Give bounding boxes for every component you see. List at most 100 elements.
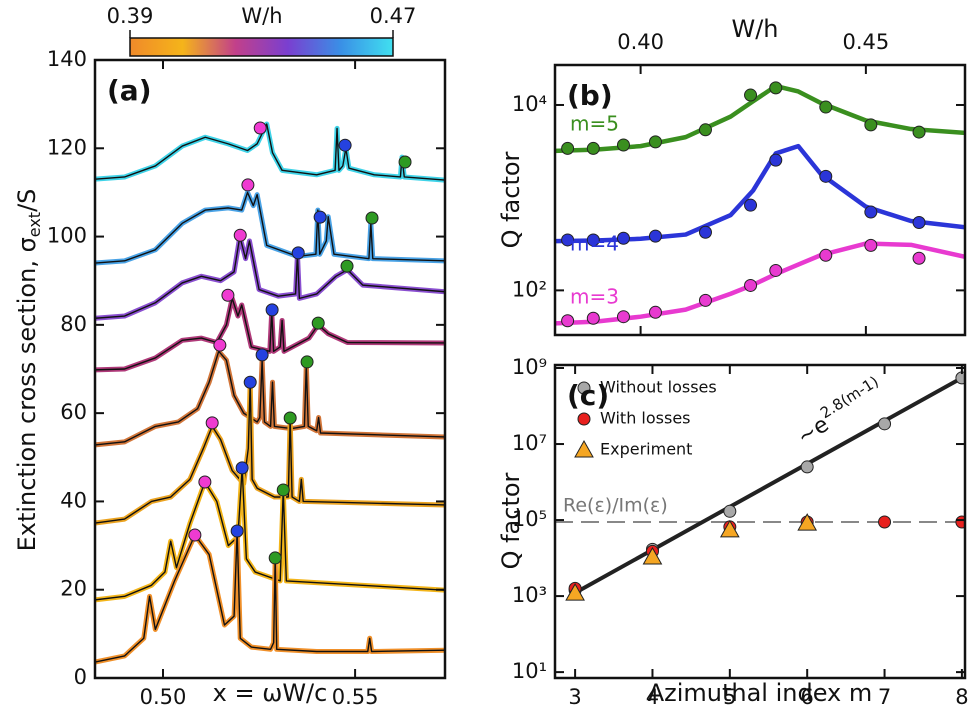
legend-label: With losses <box>600 409 691 428</box>
y-tick-label: 10² <box>512 277 547 301</box>
x-tick-label: 6 <box>801 685 814 706</box>
y-tick-label: 140 <box>47 47 87 71</box>
colorbar-tick-label: 0.47 <box>370 4 417 28</box>
marker <box>878 417 892 431</box>
spectra <box>95 121 445 665</box>
marker <box>698 293 712 307</box>
spectrum-fit <box>95 191 445 264</box>
marker <box>819 169 833 183</box>
x-tick-label: 0.45 <box>842 30 889 54</box>
marker <box>698 123 712 137</box>
y-tick-label: 0 <box>74 665 87 689</box>
plot-c <box>555 371 965 601</box>
x-tick-label: 3 <box>568 685 581 706</box>
y-tick-label: 100 <box>47 224 87 248</box>
y-label-suffix: /S <box>13 189 41 212</box>
legend-marker <box>577 412 591 426</box>
y-tick-label: 10⁹ <box>512 355 547 379</box>
marker <box>797 513 818 531</box>
marker <box>912 215 926 229</box>
legend-label: Without losses <box>600 378 717 397</box>
marker <box>744 198 758 212</box>
marker <box>719 519 740 538</box>
marker <box>642 546 663 565</box>
panel-label: (a) <box>107 74 152 107</box>
spectrum-fit <box>95 467 445 601</box>
marker <box>864 238 878 252</box>
y-tick-label: 10⁴ <box>512 92 547 116</box>
marker <box>365 211 379 225</box>
marker <box>955 515 965 529</box>
marker <box>311 316 325 330</box>
marker <box>864 205 878 219</box>
marker <box>398 155 412 169</box>
marker <box>253 121 267 135</box>
y-axis-label: Q factor <box>497 151 525 248</box>
marker <box>561 233 575 247</box>
reference-label: Re(ε)/Im(ε) <box>563 494 668 516</box>
marker <box>205 416 219 430</box>
spectrum-fit <box>95 235 445 319</box>
y-axis-label: Extinction cross section, σext/S <box>13 189 44 552</box>
marker <box>723 504 737 518</box>
marker <box>648 229 662 243</box>
marker <box>648 305 662 319</box>
x-tick-label: 8 <box>955 685 968 706</box>
x-tick-label: 0.40 <box>617 30 664 54</box>
x-axis-label: Azimuthal index m <box>648 679 873 706</box>
marker <box>698 225 712 239</box>
y-axis-label: Q factor <box>497 472 525 569</box>
fit-line <box>555 143 965 244</box>
marker <box>912 125 926 139</box>
marker <box>819 100 833 114</box>
marker <box>616 231 630 245</box>
marker <box>769 81 783 95</box>
annotation-exponent: 2.8(m-1) <box>817 372 882 422</box>
marker <box>769 153 783 167</box>
marker <box>221 288 235 302</box>
plot-frame <box>553 363 967 680</box>
spectrum <box>95 465 445 603</box>
legend-marker <box>577 381 591 395</box>
y-tick-label: 60 <box>60 400 87 424</box>
marker <box>188 528 202 542</box>
marker <box>243 375 257 389</box>
marker <box>878 515 892 529</box>
fit-line <box>570 376 963 597</box>
spectrum <box>95 528 445 665</box>
marker <box>213 338 227 352</box>
marker <box>300 355 314 369</box>
plot-frame <box>553 63 967 337</box>
marker <box>241 178 255 192</box>
panel-label: (b) <box>567 79 613 112</box>
marker <box>233 228 247 242</box>
marker <box>912 251 926 265</box>
marker <box>268 551 282 565</box>
legend-marker <box>574 439 594 458</box>
marker <box>864 118 878 132</box>
marker <box>340 259 354 273</box>
colorbar <box>129 37 394 57</box>
marker <box>265 303 279 317</box>
marker <box>255 348 269 362</box>
x-tick-label: 0.50 <box>140 685 187 706</box>
marker <box>276 483 290 497</box>
marker <box>313 210 327 224</box>
legend-label: Experiment <box>600 440 692 459</box>
x-axis-label: x = ωW/c <box>213 679 328 706</box>
spectrum-fit <box>95 530 445 663</box>
marker <box>744 278 758 292</box>
marker <box>744 88 758 102</box>
marker <box>648 135 662 149</box>
x-axis-label: W/h <box>731 15 778 43</box>
series-label: m=5 <box>570 112 619 136</box>
marker <box>565 583 585 601</box>
marker <box>586 141 600 155</box>
panel-label: (c) <box>567 379 609 412</box>
x-tick-label: 7 <box>878 685 891 706</box>
fit-annotation: ~e2.8(m-1) <box>790 372 889 450</box>
marker <box>616 138 630 152</box>
series-label: m=3 <box>570 285 619 309</box>
plot-b <box>555 81 965 328</box>
